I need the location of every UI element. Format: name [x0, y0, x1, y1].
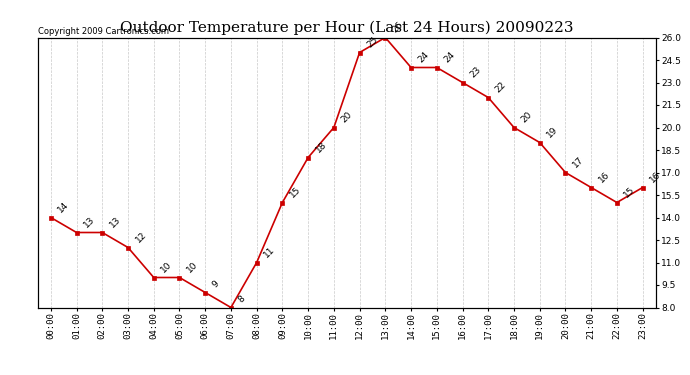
Text: 20: 20 [520, 110, 534, 125]
Text: 11: 11 [262, 245, 277, 260]
Text: 24: 24 [417, 50, 431, 65]
Text: 16: 16 [648, 170, 662, 185]
Text: 13: 13 [108, 215, 122, 230]
Text: 20: 20 [339, 110, 354, 125]
Text: 8: 8 [237, 294, 247, 305]
Text: 25: 25 [365, 35, 380, 50]
Text: 24: 24 [442, 50, 457, 65]
Text: 9: 9 [210, 279, 221, 290]
Text: 19: 19 [545, 125, 560, 140]
Text: 13: 13 [82, 215, 97, 230]
Title: Outdoor Temperature per Hour (Last 24 Hours) 20090223: Outdoor Temperature per Hour (Last 24 Ho… [120, 21, 573, 35]
Text: 23: 23 [468, 65, 482, 80]
Text: 17: 17 [571, 155, 586, 170]
Text: 26: 26 [391, 20, 405, 35]
Text: 12: 12 [134, 230, 148, 245]
Text: 10: 10 [185, 260, 199, 275]
Text: 16: 16 [597, 170, 611, 185]
Text: 15: 15 [288, 185, 302, 200]
Text: 14: 14 [57, 200, 71, 215]
Text: Copyright 2009 Cartronics.com: Copyright 2009 Cartronics.com [38, 27, 169, 36]
Text: 18: 18 [314, 140, 328, 155]
Text: 22: 22 [494, 80, 508, 95]
Text: 15: 15 [622, 185, 637, 200]
Text: 10: 10 [159, 260, 174, 275]
